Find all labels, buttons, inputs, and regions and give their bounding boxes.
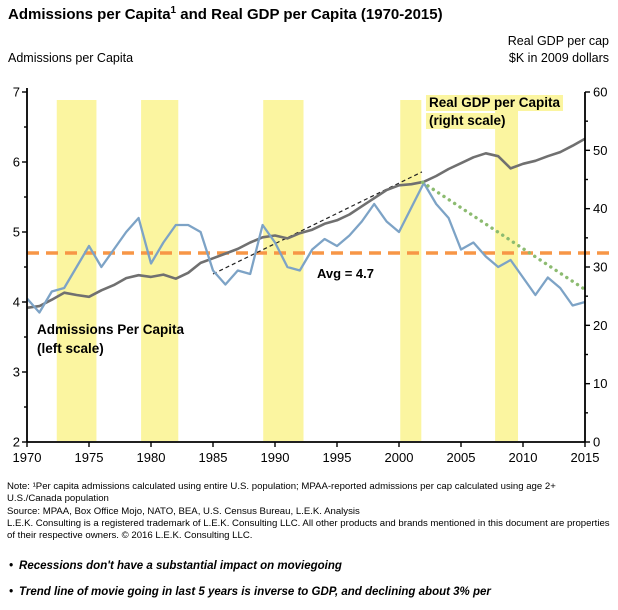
gdp-series-label: Real GDP per Capita (right scale) [426,94,564,130]
recession-band [56,100,97,441]
bullet-text: Recessions don't have a substantial impa… [19,560,342,572]
takeaway-bullets: • Recessions don't have a substantial imp… [7,560,613,610]
right-axis-tick-label: 10 [593,376,607,391]
recession-band [495,100,519,441]
gdp-series-label-line1: Real GDP per Capita [426,95,564,111]
right-axis-title: Real GDP per cap $K in 2009 dollars [508,33,609,66]
x-axis-tick-label: 1970 [13,450,42,465]
footnotes: Note: ¹Per capita admissions calculated … [7,481,613,542]
chart-title: Admissions per Capita1 and Real GDP per … [8,5,443,23]
recession-band [400,100,422,441]
admissions-trend-dotted-line [420,180,586,291]
left-axis-tick-label: 4 [13,295,20,310]
right-axis-tick-label: 60 [593,85,607,100]
x-axis-tick-label: 1975 [75,450,104,465]
left-axis-tick-label: 2 [13,435,20,450]
admissions-series-label: Admissions Per Capita (left scale) [37,320,184,358]
bullet-marker: • [9,560,14,572]
average-line-label: Avg = 4.7 [317,266,374,281]
bullet-marker: • [9,586,14,598]
gdp-line [26,137,586,310]
admissions-line [26,181,586,314]
footnote-marker: 1 [170,5,177,16]
x-axis-tick-label: 2010 [509,450,538,465]
admissions-series-label-line1: Admissions Per Capita [37,322,185,337]
right-axis-tick-label: 0 [593,435,600,450]
x-axis-tick-label: 2000 [385,450,414,465]
gdp-trend-dashed-line [212,171,423,275]
left-axis-tick-label: 6 [13,155,20,170]
right-axis-title-line2: $K in 2009 dollars [508,50,609,65]
right-axis-tick-label: 20 [593,318,607,333]
x-axis-tick-label: 2005 [447,450,476,465]
legal-text: L.E.K. Consulting is a registered tradem… [7,517,610,542]
bullet-item: • Recessions don't have a substantial imp… [7,560,613,572]
left-axis-tick-label: 7 [13,85,20,100]
source-text: Source: MPAA, Box Office Mojo, NATO, BEA… [7,505,360,517]
x-axis-tick-label: 2015 [571,450,600,465]
right-axis-tick-label: 50 [593,143,607,158]
recession-band [141,100,179,441]
x-axis-tick-label: 1985 [199,450,228,465]
gdp-series-label-line2: (right scale) [426,113,509,129]
x-axis-tick-label: 1990 [261,450,290,465]
note-text: Note: ¹Per capita admissions calculated … [7,481,556,505]
left-axis-title: Admissions per Capita [8,51,134,65]
left-axis-tick-label: 3 [13,365,20,380]
bullet-item: • Trend line of movie going in last 5 yea… [7,586,613,598]
x-axis-tick-label: 1995 [323,450,352,465]
admissions-series-label-line2: (left scale) [37,341,104,356]
left-axis-tick-label: 5 [13,225,20,240]
right-axis-tick-label: 40 [593,201,607,216]
right-axis-tick-label: 30 [593,260,607,275]
bullet-text: Trend line of movie going in last 5 year… [19,586,491,598]
x-axis-tick-label: 1980 [137,450,166,465]
right-axis-title-line1: Real GDP per cap [507,34,609,48]
